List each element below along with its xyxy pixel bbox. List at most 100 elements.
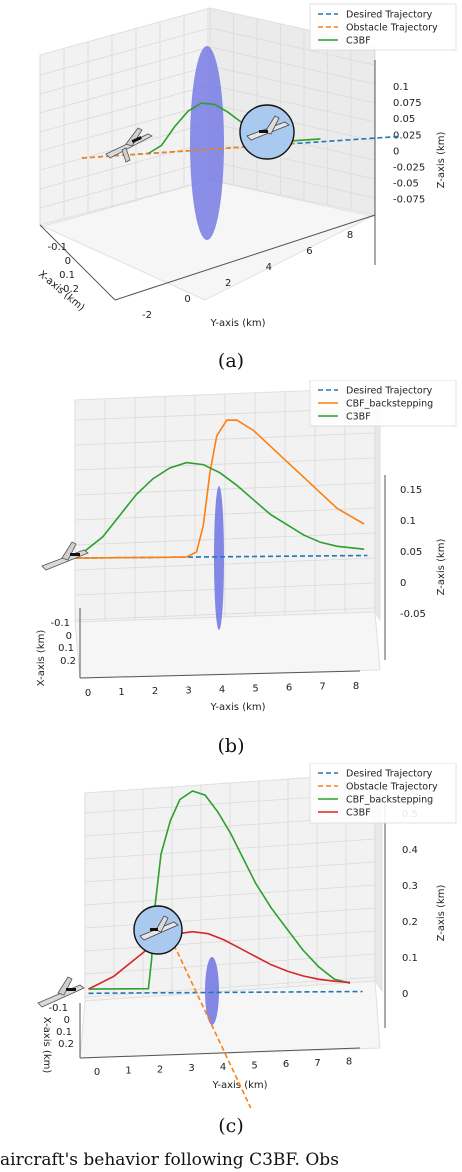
y-tick-label: 6 [306, 246, 312, 257]
x-tick-label: -0.1 [47, 242, 67, 253]
obstacle-ellipsoid [205, 957, 219, 1025]
z-tick-label: 0.2 [402, 917, 418, 928]
gridline [209, 84, 376, 123]
obstacle-ellipsoid [214, 486, 224, 630]
bottom-text-fragment: aircraft's behavior following C3BF. Obs [0, 1150, 339, 1170]
z-tick-label: -0.075 [393, 195, 425, 206]
z-tick-label: -0.025 [393, 163, 425, 174]
x-ticks: -0.1 00.1 0.2 [50, 618, 76, 667]
gridline [39, 27, 211, 76]
gridline [209, 65, 376, 104]
gridline [84, 930, 376, 952]
z-tick-label: -0.05 [400, 609, 426, 620]
gridline [39, 160, 211, 209]
aircraft-in-circle-icon [239, 104, 295, 160]
aircraft-icon [105, 127, 153, 163]
y-tick-label: 4 [266, 262, 272, 273]
legend: Desired Trajectory Obstacle Trajectory CBF… [309, 763, 457, 824]
z-ticks: 0.1 0.075 0.05 0.025 0 -0.025 -0.05 -0.075 [393, 82, 425, 206]
y-axis-label: Y-axis (km) [209, 702, 265, 713]
x-tick-label: 0.2 [60, 656, 76, 667]
legend: Desired Trajectory Obstacle Trajectory C3B… [309, 3, 457, 51]
y-tick-label: 4 [219, 684, 225, 695]
x-tick-label: 0 [66, 631, 72, 642]
z-axis-label: Z-axis (km) [436, 884, 447, 941]
y-ticks: 0 1 2 3 4 5 6 7 8 [94, 1057, 352, 1078]
axis-lines [79, 803, 386, 1059]
y-tick-label: 3 [185, 685, 191, 696]
z-tick-label: 0.05 [400, 547, 422, 558]
y-tick-label: 2 [152, 686, 158, 697]
gridline [209, 160, 376, 199]
gridline [74, 432, 376, 446]
gridline [84, 907, 376, 929]
y-tick-label: 8 [346, 1057, 352, 1068]
grid-back-walls [74, 386, 381, 679]
grid-back-walls [38, 7, 377, 301]
y-tick-label: 1 [118, 687, 124, 698]
y-ticks: 0 1 2 3 4 5 6 7 8 [85, 681, 359, 699]
x-tick-label: 0.1 [58, 643, 74, 654]
legend-label: Obstacle Trajectory [346, 23, 438, 34]
z-tick-label: 0 [400, 578, 406, 589]
aircraft-icon [41, 541, 89, 571]
axis-lines [39, 60, 376, 301]
gridline [39, 65, 211, 114]
y-tick-label: 4 [220, 1062, 226, 1073]
gridline [84, 884, 376, 906]
gridline [209, 179, 376, 218]
y-tick-label: 6 [286, 683, 292, 694]
gridline [74, 457, 376, 471]
z-tick-label: -0.05 [393, 179, 419, 190]
gridline [84, 953, 376, 975]
y-tick-label: -2 [142, 310, 152, 321]
y-tick-label: 0 [94, 1067, 100, 1078]
y-tick-label: 0 [85, 688, 91, 699]
aircraft-icon [37, 976, 85, 1008]
legend-label: CBF_backstepping [346, 795, 433, 806]
x-axis-label: X-axis (km) [36, 630, 47, 687]
y-tick-label: 3 [188, 1063, 194, 1074]
legend-label: Obstacle Trajectory [346, 782, 438, 793]
z-ticks: 0.15 0.1 0.05 0 -0.05 [400, 485, 426, 620]
axis-lines [79, 475, 386, 679]
series-group [88, 790, 363, 1108]
y-tick-label: 5 [252, 684, 258, 695]
gridline [39, 179, 211, 228]
x-ticks: -0.100.10.2 [47, 242, 79, 295]
x-tick-label: 0.1 [59, 270, 75, 281]
y-tick-label: 2 [157, 1064, 163, 1075]
z-tick-label: 0.4 [402, 845, 418, 856]
gridline [209, 27, 376, 66]
x-tick-label: 0.2 [63, 284, 79, 295]
z-tick-label: 0.075 [393, 98, 422, 109]
gridline [209, 46, 376, 85]
x-tick-label: 0.1 [56, 1027, 72, 1038]
y-tick-label: 0 [184, 294, 190, 305]
gridline [74, 532, 376, 546]
y-axis-label: Y-axis (km) [209, 318, 265, 329]
gridline [74, 507, 376, 521]
caption-a: (a) [217, 350, 245, 372]
gridline [74, 482, 376, 496]
z-tick-label: 0.1 [400, 516, 416, 527]
series-line-c3bf [88, 930, 351, 990]
series-line-desired-trajectory [81, 135, 401, 159]
legend-label: C3BF [346, 808, 371, 819]
gridline [39, 141, 211, 190]
z-tick-label: 0.1 [402, 953, 418, 964]
aircraft-in-circle-icon [133, 905, 183, 955]
z-tick-label: 0 [393, 146, 399, 157]
x-tick-label: 0.2 [58, 1039, 74, 1050]
z-axis-label: Z-axis (km) [436, 131, 447, 188]
y-tick-label: 6 [283, 1059, 289, 1070]
x-axis-label: X-axis (km) [41, 1017, 52, 1074]
z-tick-label: 0.05 [393, 114, 415, 125]
gridline [74, 582, 376, 596]
z-tick-label: 0.3 [402, 881, 418, 892]
gridline [39, 84, 211, 133]
x-tick-label: -0.1 [50, 618, 70, 629]
series-line-obstacle-trajectory [157, 916, 252, 1108]
